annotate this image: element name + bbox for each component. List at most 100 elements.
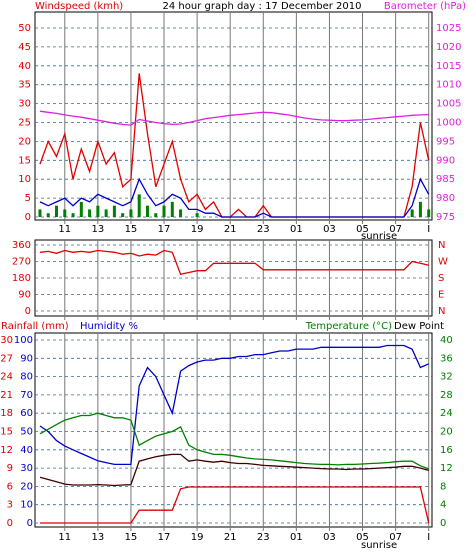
y-tick-label: 360 (12, 240, 31, 251)
x-tick-label: 03 (323, 532, 336, 543)
y-tick-label: 100 (14, 335, 33, 346)
y-tick-label: 5 (25, 193, 31, 204)
sunrise-label: sunrise (361, 231, 397, 242)
series-line (39, 453, 429, 487)
barometer-label: Barometer (hPa) (384, 1, 466, 12)
x-tick-label: 03 (323, 224, 336, 235)
windspeed-label: Windspeed (kmh) (35, 1, 123, 12)
x-tick-label: 19 (191, 532, 204, 543)
x-tick-label: 01 (290, 224, 303, 235)
y-tick-label: 80 (20, 372, 33, 383)
x-tick-label: I (427, 532, 430, 543)
x-tick-label: 13 (91, 532, 104, 543)
y-tick-label: 985 (436, 174, 455, 185)
bar (427, 209, 431, 217)
bar (410, 209, 414, 217)
y-tick-label: 975 (436, 212, 455, 223)
y-tick-label: 6 (7, 481, 13, 492)
x-tick-label: I (427, 224, 430, 235)
x-tick-label: 05 (356, 224, 369, 235)
y-tick-label: 25 (18, 118, 31, 129)
bar (129, 209, 133, 217)
x-tick-label: 23 (257, 532, 270, 543)
y-tick-label: 50 (20, 427, 33, 438)
series-line (39, 249, 429, 276)
y-tick-label: 18 (0, 408, 13, 419)
y-tick-label: 60 (20, 408, 33, 419)
y-tick-label: 45 (18, 42, 31, 53)
y-tick-label: 0 (440, 518, 446, 529)
series-line (39, 110, 429, 126)
x-tick-label: 07 (389, 532, 402, 543)
y-tick-label: 990 (436, 155, 455, 166)
x-tick-label: 21 (224, 224, 237, 235)
y-tick-label: 15 (18, 155, 31, 166)
bar (179, 209, 183, 217)
y-tick-label: 30 (20, 463, 33, 474)
x-tick-label: 13 (91, 224, 104, 235)
y-tick-label: E (438, 290, 444, 301)
y-tick-label: 1015 (436, 61, 461, 72)
bar (145, 205, 149, 217)
bar (112, 205, 116, 217)
bar (63, 209, 67, 217)
series-line (40, 486, 430, 524)
y-tick-label: 1000 (436, 118, 461, 129)
y-tick-label: N (438, 240, 445, 251)
y-tick-label: 70 (20, 390, 33, 401)
y-tick-label: 0 (25, 306, 31, 317)
bar (88, 209, 92, 217)
y-tick-label: 270 (12, 257, 31, 268)
y-tick-label: 980 (436, 193, 455, 204)
x-tick-label: 23 (257, 224, 270, 235)
y-tick-label: 10 (20, 500, 33, 511)
y-tick-label: 15 (0, 427, 13, 438)
y-tick-label: 16 (440, 445, 453, 456)
x-tick-label: 19 (191, 224, 204, 235)
y-tick-label: 40 (20, 445, 33, 456)
chart-title: 24 hour graph day : 17 December 2010 (163, 1, 362, 12)
y-tick-label: 4 (440, 500, 446, 511)
x-tick-label: 11 (58, 532, 71, 543)
y-tick-label: 9 (7, 463, 13, 474)
series-line (39, 344, 429, 466)
y-tick-label: 1010 (436, 80, 461, 91)
y-tick-label: 3 (7, 500, 13, 511)
y-tick-label: 90 (18, 290, 31, 301)
rainfall-label: Rainfall (mm) (1, 321, 69, 332)
y-tick-label: 10 (18, 174, 31, 185)
y-tick-label: N (438, 306, 445, 317)
bar (46, 213, 50, 217)
bar (195, 213, 199, 217)
bar (79, 201, 83, 217)
x-tick-label: 21 (224, 532, 237, 543)
bar (55, 205, 59, 217)
y-tick-label: 1020 (436, 42, 461, 53)
x-tick-label: 11 (58, 224, 71, 235)
y-tick-label: 50 (18, 23, 31, 34)
bar (162, 205, 166, 217)
bar (38, 209, 42, 217)
y-tick-label: 20 (440, 427, 453, 438)
series-line (39, 412, 429, 470)
y-tick-label: 32 (440, 372, 453, 383)
y-tick-label: 40 (18, 61, 31, 72)
y-tick-label: 21 (0, 390, 13, 401)
x-tick-label: 05 (356, 532, 369, 543)
bar (121, 213, 125, 217)
y-tick-label: 27 (0, 353, 13, 364)
bar (418, 201, 422, 217)
y-tick-label: W (438, 257, 448, 268)
y-tick-label: 90 (20, 353, 33, 364)
y-tick-label: 8 (440, 481, 446, 492)
bar (71, 213, 75, 217)
y-tick-label: 20 (20, 481, 33, 492)
y-tick-label: 20 (18, 136, 31, 147)
y-tick-label: 24 (0, 372, 13, 383)
y-tick-label: 28 (440, 390, 453, 401)
humidity-label: Humidity % (80, 321, 138, 332)
y-tick-label: 12 (440, 463, 453, 474)
bar (154, 213, 158, 217)
bar (104, 209, 108, 217)
